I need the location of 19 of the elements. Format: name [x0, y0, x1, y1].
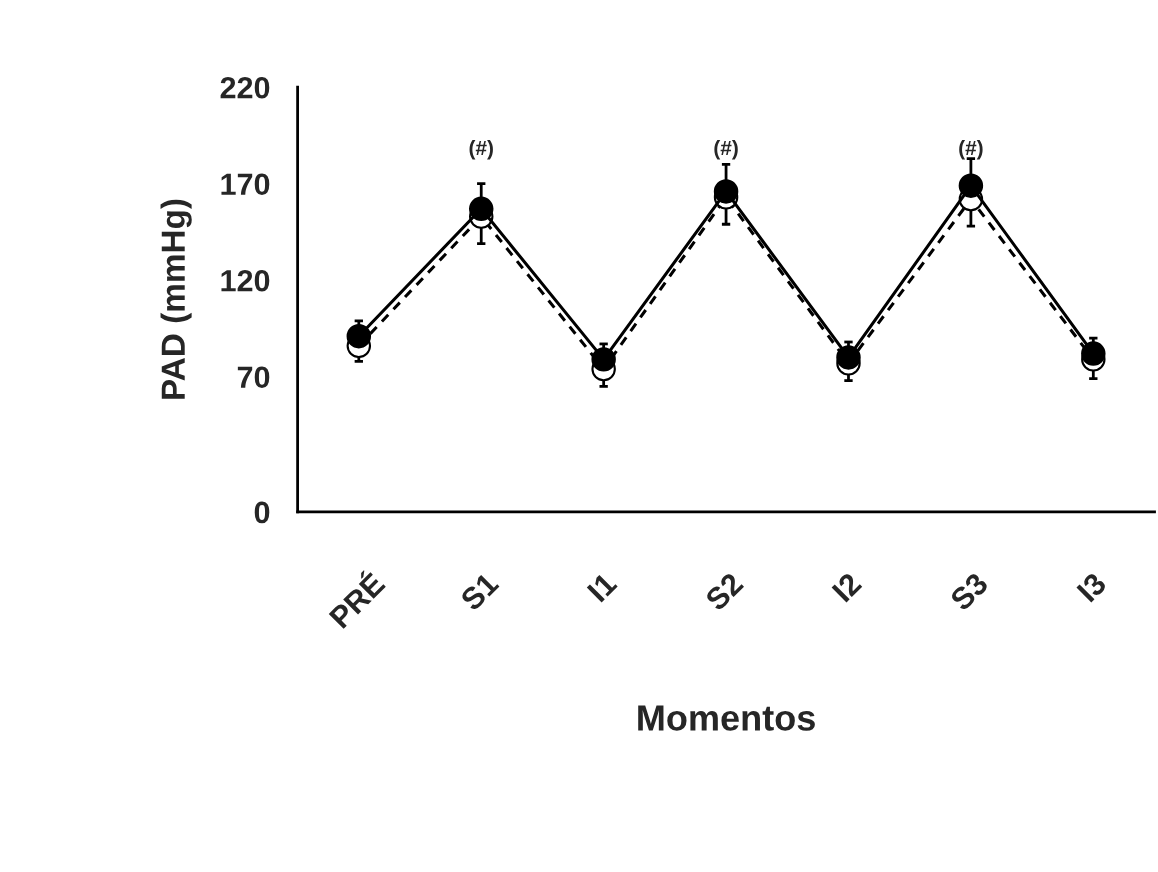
x-tick-label: I1: [586, 571, 618, 603]
y-tick-label: 220: [220, 76, 270, 99]
x-tick-label: S1: [459, 571, 500, 612]
annotation: (#): [959, 139, 983, 160]
y-tick-label: 170: [221, 173, 270, 196]
annotation: (#): [714, 139, 738, 160]
point: [958, 173, 984, 198]
x-tick-label: I2: [831, 571, 863, 603]
point: [713, 179, 739, 204]
y-axis-title: PAD (mmHg): [160, 199, 192, 399]
x-tick-label: I3: [1076, 571, 1108, 603]
x-tick-label: S3: [948, 571, 990, 612]
x-axis-title: Momentos: [638, 705, 815, 731]
annotation: (#): [469, 139, 493, 160]
y-tick-label: 70: [237, 366, 270, 389]
x-tick-label: S2: [703, 571, 745, 612]
y-tick-label: 0: [254, 501, 270, 524]
y-tick-label: 120: [221, 269, 270, 292]
point: [468, 196, 494, 222]
